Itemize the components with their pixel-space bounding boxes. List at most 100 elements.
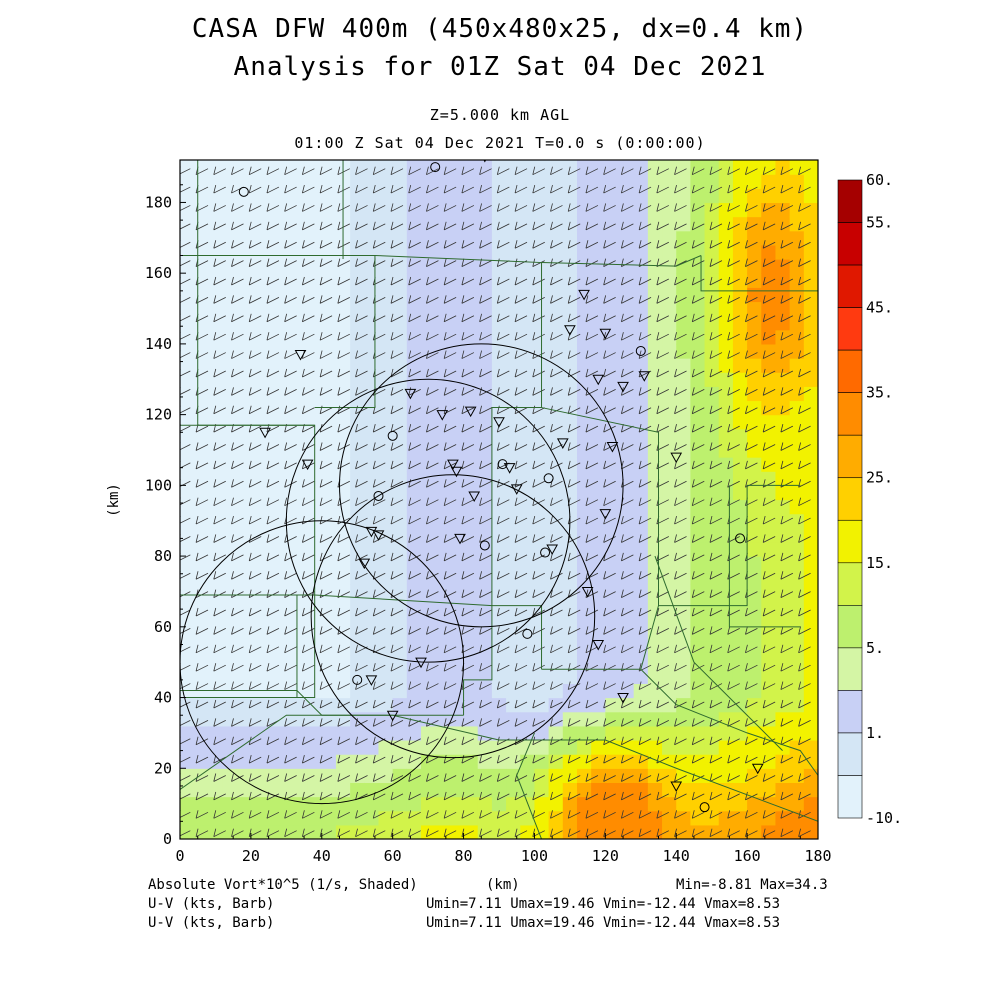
field-cell: [293, 612, 309, 628]
wind-barb: [426, 718, 439, 727]
field-cell: [222, 174, 238, 189]
field-cell: [208, 810, 224, 826]
field-cell: [265, 612, 280, 628]
wind-barb: [301, 497, 315, 507]
wind-barb: [567, 184, 581, 194]
wind-barb: [674, 497, 687, 507]
wind-barb: [745, 313, 758, 323]
field-cell: [435, 202, 450, 218]
field-cell: [548, 669, 564, 684]
field-cell: [506, 541, 521, 557]
field-cell: [576, 810, 592, 826]
wind-barb: [426, 332, 439, 341]
wind-barb: [231, 699, 244, 709]
colorbar-swatch: [837, 775, 863, 819]
field-cell: [633, 796, 649, 812]
wind-barb: [231, 368, 244, 378]
field-cell: [548, 174, 564, 189]
wind-barb: [532, 589, 545, 598]
wind-barb: [266, 405, 280, 415]
wind-barb: [496, 442, 510, 451]
wind-barb: [390, 681, 404, 690]
field-cell: [732, 358, 748, 373]
wind-barb: [496, 718, 510, 727]
wind-barb: [656, 166, 669, 176]
field-cell: [222, 711, 238, 727]
field-cell: [406, 343, 422, 359]
wind-barb: [390, 644, 404, 654]
field-cell: [662, 188, 677, 204]
field-cell: [506, 287, 521, 303]
field-cell: [406, 669, 422, 684]
wind-barb: [620, 350, 634, 359]
field-cell: [520, 584, 536, 600]
field-cell: [250, 400, 266, 416]
field-cell: [477, 428, 493, 444]
field-cell: [293, 259, 309, 274]
wind-barb: [319, 460, 333, 470]
field-cell: [789, 414, 805, 430]
field-cell: [704, 782, 720, 798]
field-cell: [690, 358, 706, 373]
wind-barb: [532, 442, 545, 451]
field-cell: [704, 273, 720, 288]
field-cell: [676, 485, 691, 501]
field-cell: [250, 541, 266, 557]
field-cell: [548, 754, 564, 769]
field-cell: [279, 457, 295, 472]
field-cell: [194, 358, 209, 373]
wind-barb: [638, 718, 652, 727]
wind-barb: [213, 699, 226, 709]
field-cell: [548, 428, 564, 444]
field-cell: [662, 273, 677, 288]
colorbar-swatch: [837, 605, 863, 649]
field-cell: [491, 301, 507, 317]
wind-barb: [550, 828, 563, 838]
field-cell: [690, 669, 706, 684]
field-cell: [690, 824, 706, 839]
wind-barb: [319, 442, 333, 451]
field-cell: [194, 301, 209, 317]
y-tick-label: 140: [145, 335, 172, 353]
field-cell: [562, 697, 578, 713]
wind-barb: [798, 497, 811, 507]
field-cell: [690, 626, 706, 642]
field-cell: [463, 513, 479, 529]
field-cell: [335, 273, 351, 288]
wind-barb: [745, 773, 758, 782]
wind-barb: [496, 332, 510, 341]
wind-barb: [408, 589, 421, 598]
field-cell: [449, 358, 465, 373]
field-cell: [378, 782, 394, 798]
field-cell: [392, 315, 408, 331]
wind-barb: [603, 791, 616, 801]
wind-barb: [408, 699, 421, 709]
field-cell: [732, 315, 748, 331]
field-cell: [662, 768, 677, 784]
field-cell: [293, 754, 309, 769]
field-cell: [378, 669, 394, 684]
field-cell: [449, 527, 465, 543]
wind-barb: [709, 166, 723, 176]
field-cell: [250, 570, 266, 585]
wind-barb: [479, 424, 492, 433]
time-label: 01:00 Z Sat 04 Dec 2021 T=0.0 s (0:00:00…: [294, 134, 706, 152]
wind-barb: [213, 736, 226, 746]
field-cell: [350, 598, 365, 614]
field-cell: [378, 570, 394, 585]
wind-barb: [798, 718, 811, 727]
wind-barb: [691, 166, 705, 176]
wind-barb: [620, 534, 634, 543]
colorbar-swatch: [837, 434, 863, 479]
field-cell: [321, 598, 337, 614]
field-cell: [803, 259, 818, 274]
field-cell: [236, 216, 252, 232]
field-cell: [789, 584, 805, 600]
field-cell: [576, 697, 592, 713]
field-cell: [520, 570, 536, 585]
field-cell: [421, 513, 436, 529]
field-cell: [236, 527, 252, 543]
field-cell: [605, 584, 621, 600]
field-cell: [477, 683, 493, 699]
wind-barb: [301, 276, 315, 286]
